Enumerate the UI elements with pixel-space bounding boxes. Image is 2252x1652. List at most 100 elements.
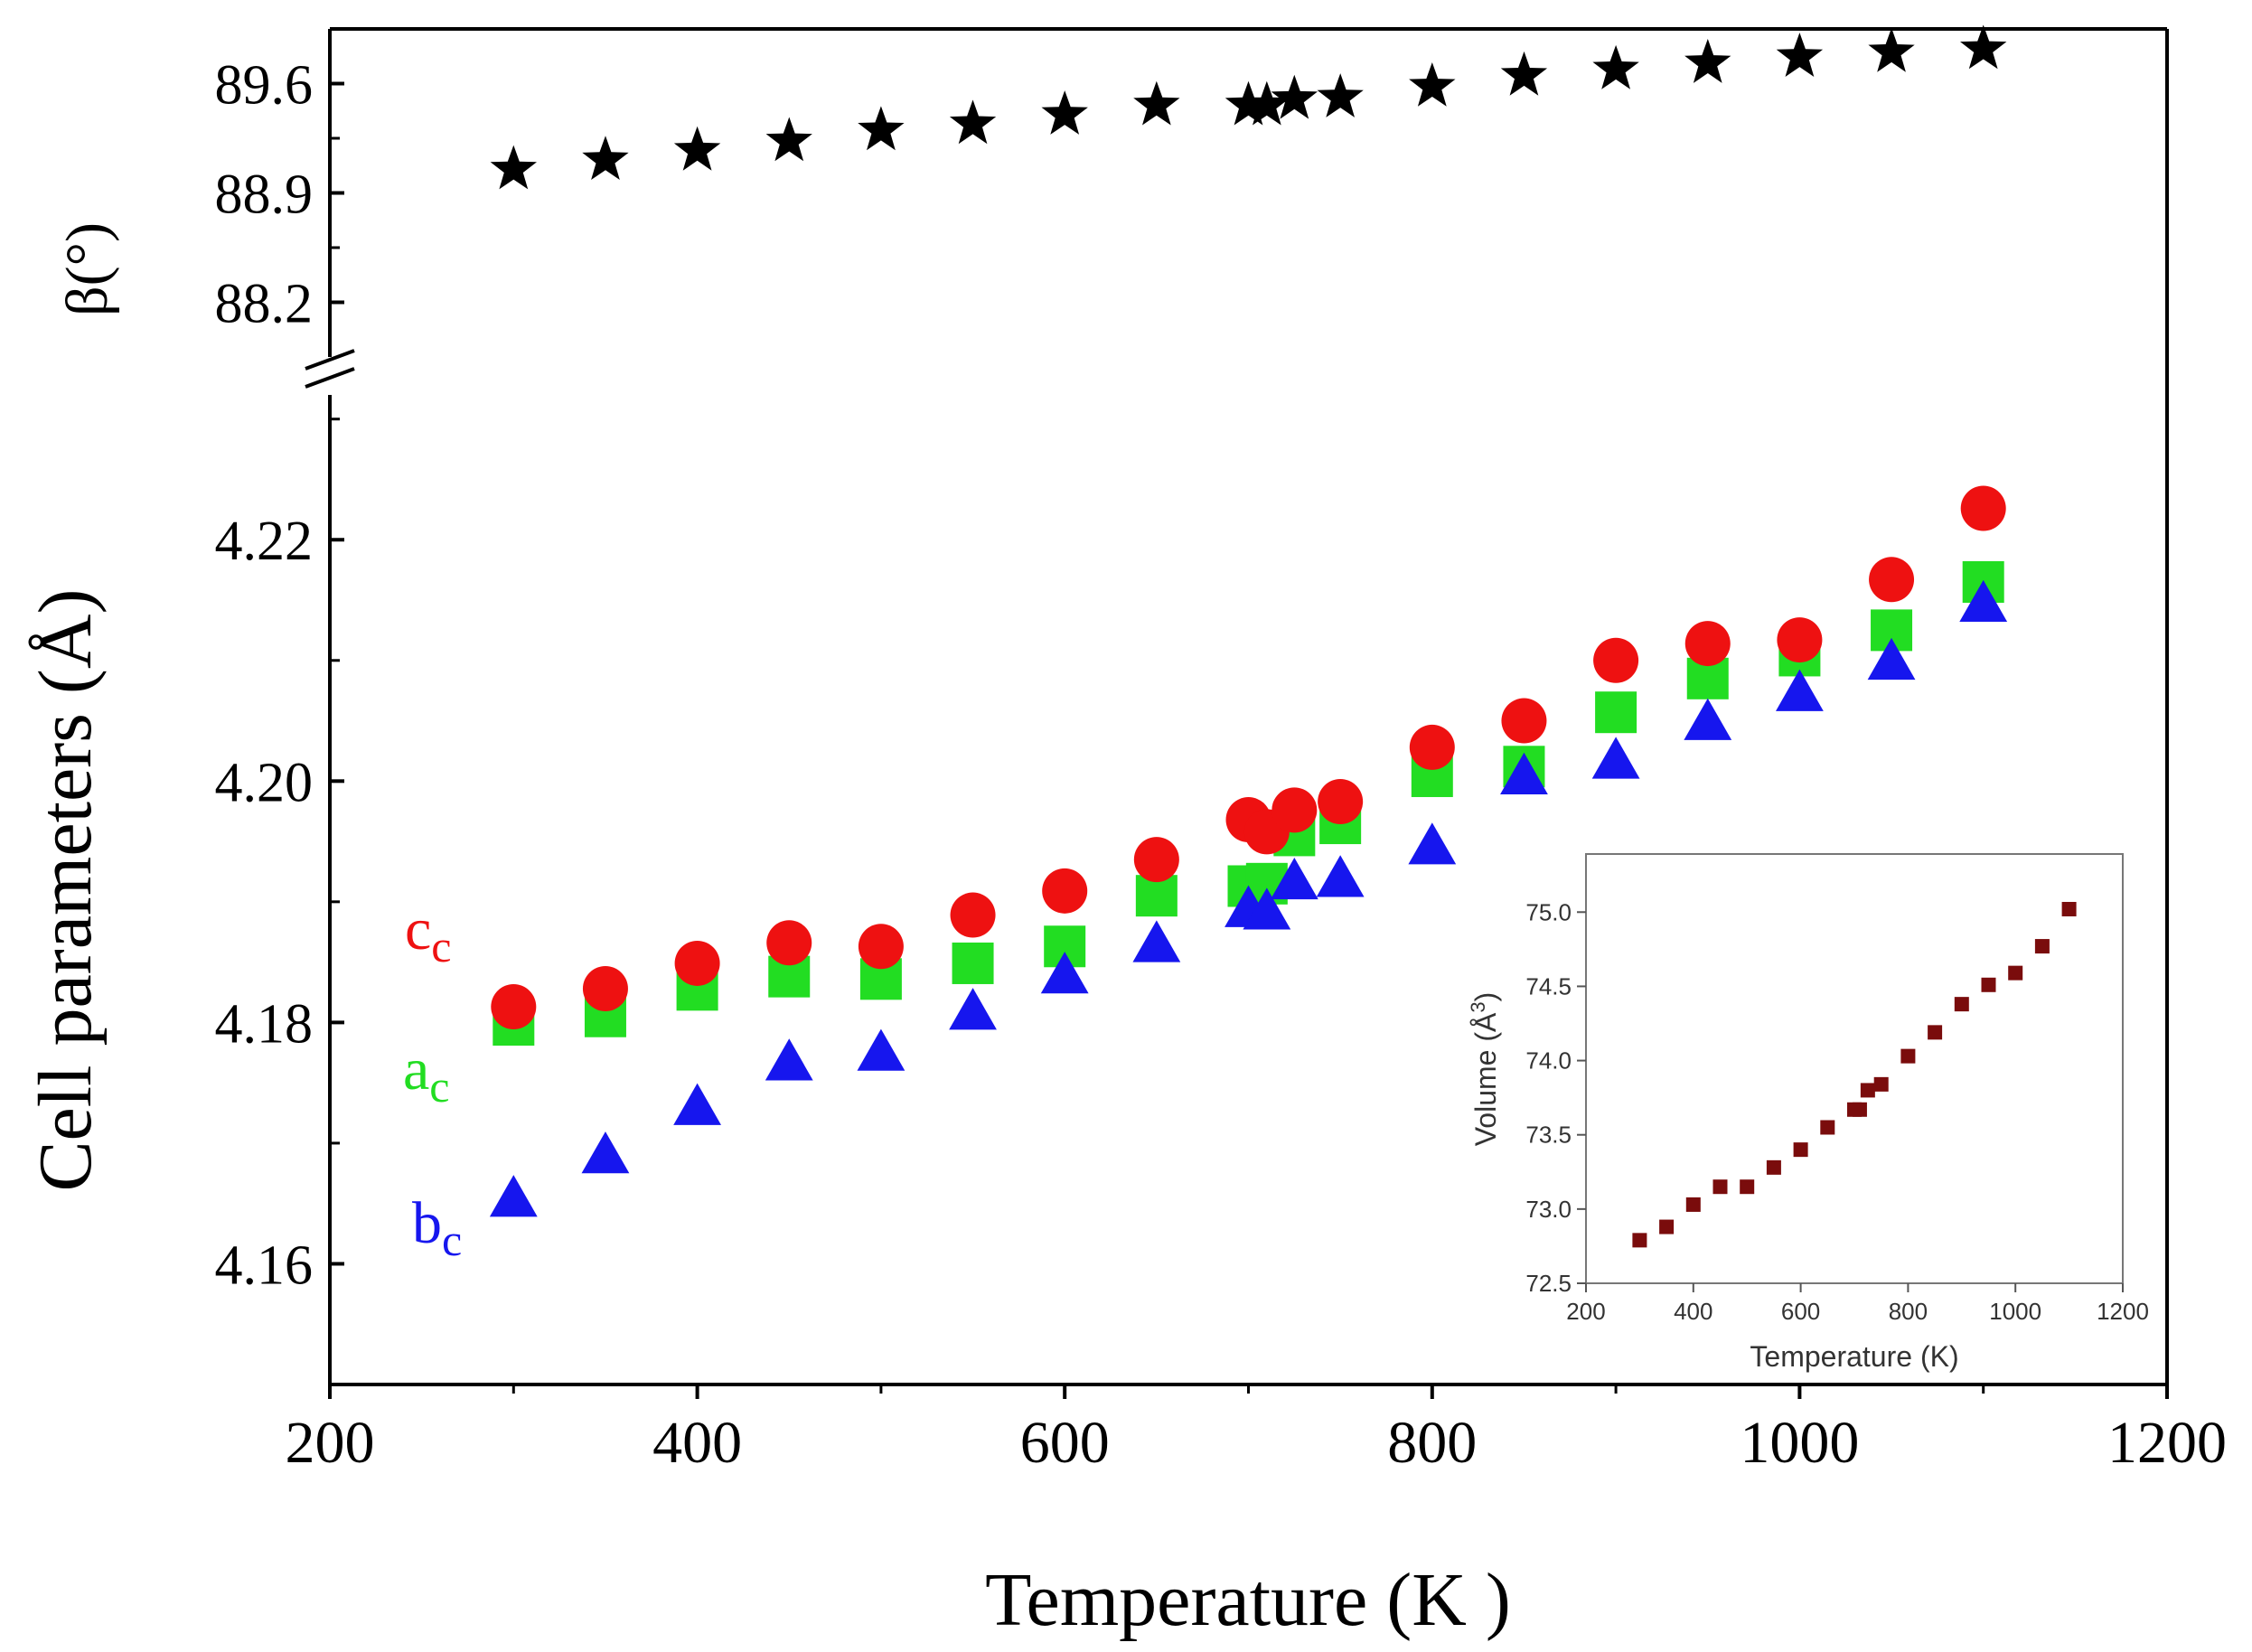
a-c-point [1595,691,1637,734]
inset-volume-point [2034,939,2050,954]
inset-y-axis-title: Volume (Å3) [1467,992,1502,1147]
c-c-point [582,966,628,1011]
label-a-c-main: a [403,1037,429,1103]
inset-y-axis-title-main: Volume (Å [1469,1012,1502,1146]
c-c-point [1501,698,1547,744]
inset-volume-point [1740,1179,1755,1195]
beta-star-point [1317,73,1364,117]
c-c-point [950,892,996,938]
inset-x-tick-label: 1200 [2097,1298,2149,1325]
inset-frame [1585,853,2124,1284]
inset-y-tick-label: 73.0 [1525,1196,1572,1223]
main-x-ticks: 200 400 600 800 1000 1200 [286,1384,2227,1476]
b-c-point [1591,737,1640,779]
inset-volume-point [1712,1179,1728,1195]
inset-volume-point [1632,1233,1647,1248]
inset-volume-point [1766,1159,1781,1175]
c-c-point [1593,637,1639,683]
inset-y-tick-label: 72.5 [1525,1270,1572,1297]
inset-y-tick-label: 74.5 [1525,972,1572,1000]
inset-volume-point [1900,1048,1916,1064]
beta-star-point [1271,74,1318,119]
upper-y-axis-title: β(°) [54,222,120,316]
c-c-point [1318,779,1364,825]
c-c-point [1042,868,1088,914]
inset-volume-point [1793,1142,1808,1158]
x-tick-label-400: 400 [652,1410,742,1476]
label-c-c-sub: c [431,921,451,971]
beta-star-point [582,136,629,180]
beta-star-point [765,117,812,162]
label-b-c: bc [412,1190,462,1265]
inset-y-axis-title-close: ) [1469,992,1502,1002]
lower-y-ticks: 4.16 4.18 4.20 4.22 [215,418,344,1386]
b-c-point [1500,752,1548,794]
lower-y-tick-label: 4.20 [215,752,314,813]
b-c-point [1243,887,1291,930]
b-c-point [1040,952,1089,994]
inset-y-tick-label: 75.0 [1525,898,1572,925]
inset-volume-point [1954,997,1969,1012]
x-tick-label-200: 200 [286,1410,375,1476]
inset-x-tick-label: 400 [1674,1298,1712,1325]
lower-y-axis-title: Cell parameters (Å) [23,588,108,1191]
beta-star-point [1684,39,1731,83]
x-tick-label-800: 800 [1387,1410,1477,1476]
x-tick-label-1000: 1000 [1740,1410,1859,1476]
b-c-point [765,1038,813,1081]
inset-x-tick-label: 1000 [1989,1298,2041,1325]
lower-y-tick-label: 4.18 [215,993,314,1055]
upper-y-tick-label: 89.6 [215,55,314,117]
inset-volume-point [1928,1025,1943,1040]
b-c-point [1959,579,2008,623]
inset-x-tick-label: 600 [1781,1298,1820,1325]
c-c-point [1684,621,1731,667]
inset-y-axis-title-sup: 3 [1467,1001,1489,1012]
inset-y-tick-label: 73.5 [1525,1122,1572,1149]
x-tick-label-600: 600 [1020,1410,1110,1476]
c-c-point [1271,787,1318,833]
label-a-c: ac [403,1037,450,1112]
series-layer [489,24,2008,1217]
inset-x-tick-label: 800 [1889,1298,1928,1325]
beta-star-point [1776,33,1824,77]
b-c-point [1684,698,1732,740]
c-c-point [1133,837,1179,883]
inset-volume-point [1860,1083,1875,1098]
b-c-point [1408,822,1457,865]
c-c-point [1409,724,1455,770]
a-c-point [952,942,994,984]
axis-break-mark-1 [305,349,355,371]
inset-chart: 200 400 600 800 1000 1200 72.5 73.0 73.5 74.0 74.5… [1467,853,2149,1373]
inset-volume-point [1873,1076,1889,1092]
beta-star-point [673,126,721,171]
b-c-point [1776,669,1824,711]
beta-star-point [1225,80,1272,126]
beta-star-point [1243,80,1290,126]
label-c-c: cc [405,896,452,971]
inset-points [1632,902,2077,1248]
inset-x-axis-title: Temperature (K) [1750,1340,1958,1373]
inset-volume-point [2008,965,2023,981]
inset-x-tick-label: 200 [1566,1298,1605,1325]
beta-star-point [1960,24,2007,70]
c-c-point [858,924,904,970]
b-c-point [857,1028,905,1071]
inset-volume-point [1852,1102,1867,1117]
b-c-point [1316,855,1365,897]
c-c-point [491,984,537,1030]
inset-volume-point [2061,902,2077,916]
beta-star-point [1041,90,1088,135]
label-b-c-sub: c [442,1215,462,1265]
label-b-c-main: b [412,1190,442,1256]
b-c-point [1132,920,1181,962]
lower-y-tick-label: 4.16 [215,1234,314,1296]
beta-star-point [1500,51,1548,96]
b-c-point [489,1175,538,1217]
upper-y-ticks: 88.2 88.9 89.6 [215,27,344,335]
x-tick-label-1200: 1200 [2107,1410,2227,1476]
beta-star-point [1133,80,1180,126]
b-c-point [673,1083,721,1125]
beta-star-point [1409,62,1456,107]
